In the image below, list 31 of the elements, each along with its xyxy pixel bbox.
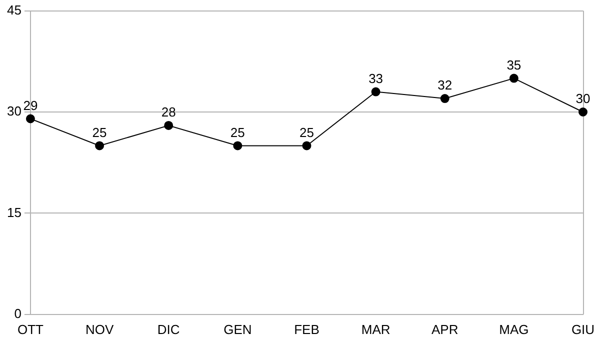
data-label: 30 bbox=[576, 91, 590, 106]
x-tick-label: APR bbox=[432, 322, 458, 337]
x-tick-label: MAG bbox=[499, 322, 529, 337]
y-tick-label: 0 bbox=[14, 306, 22, 321]
x-tick-label: MAR bbox=[361, 322, 390, 337]
data-label: 25 bbox=[92, 124, 107, 140]
point bbox=[578, 108, 588, 116]
y-tick-label: 15 bbox=[6, 204, 22, 220]
data-label: 28 bbox=[161, 104, 176, 120]
point bbox=[302, 141, 312, 150]
x-tick-label: GEN bbox=[224, 322, 252, 337]
x-tick-label: OTT bbox=[17, 322, 44, 337]
data-label: 29 bbox=[23, 98, 38, 113]
data-label: 33 bbox=[368, 70, 384, 86]
y-tick-label: 45 bbox=[6, 2, 22, 18]
x-tick-label: GIU bbox=[571, 322, 595, 337]
x-tick-label: FEB bbox=[294, 322, 320, 337]
point bbox=[233, 141, 242, 150]
point bbox=[164, 120, 174, 130]
point bbox=[509, 74, 518, 83]
point bbox=[95, 141, 104, 150]
x-tick-label: DIC bbox=[157, 322, 180, 337]
point bbox=[371, 87, 380, 96]
data-label: 35 bbox=[506, 57, 522, 72]
data-label: 25 bbox=[230, 124, 245, 140]
data-label: 25 bbox=[299, 124, 314, 140]
point bbox=[440, 94, 450, 104]
x-tick-label: NOV bbox=[85, 322, 114, 337]
y-tick-label: 30 bbox=[6, 104, 22, 119]
point bbox=[26, 114, 35, 124]
data-label: 32 bbox=[438, 78, 452, 93]
